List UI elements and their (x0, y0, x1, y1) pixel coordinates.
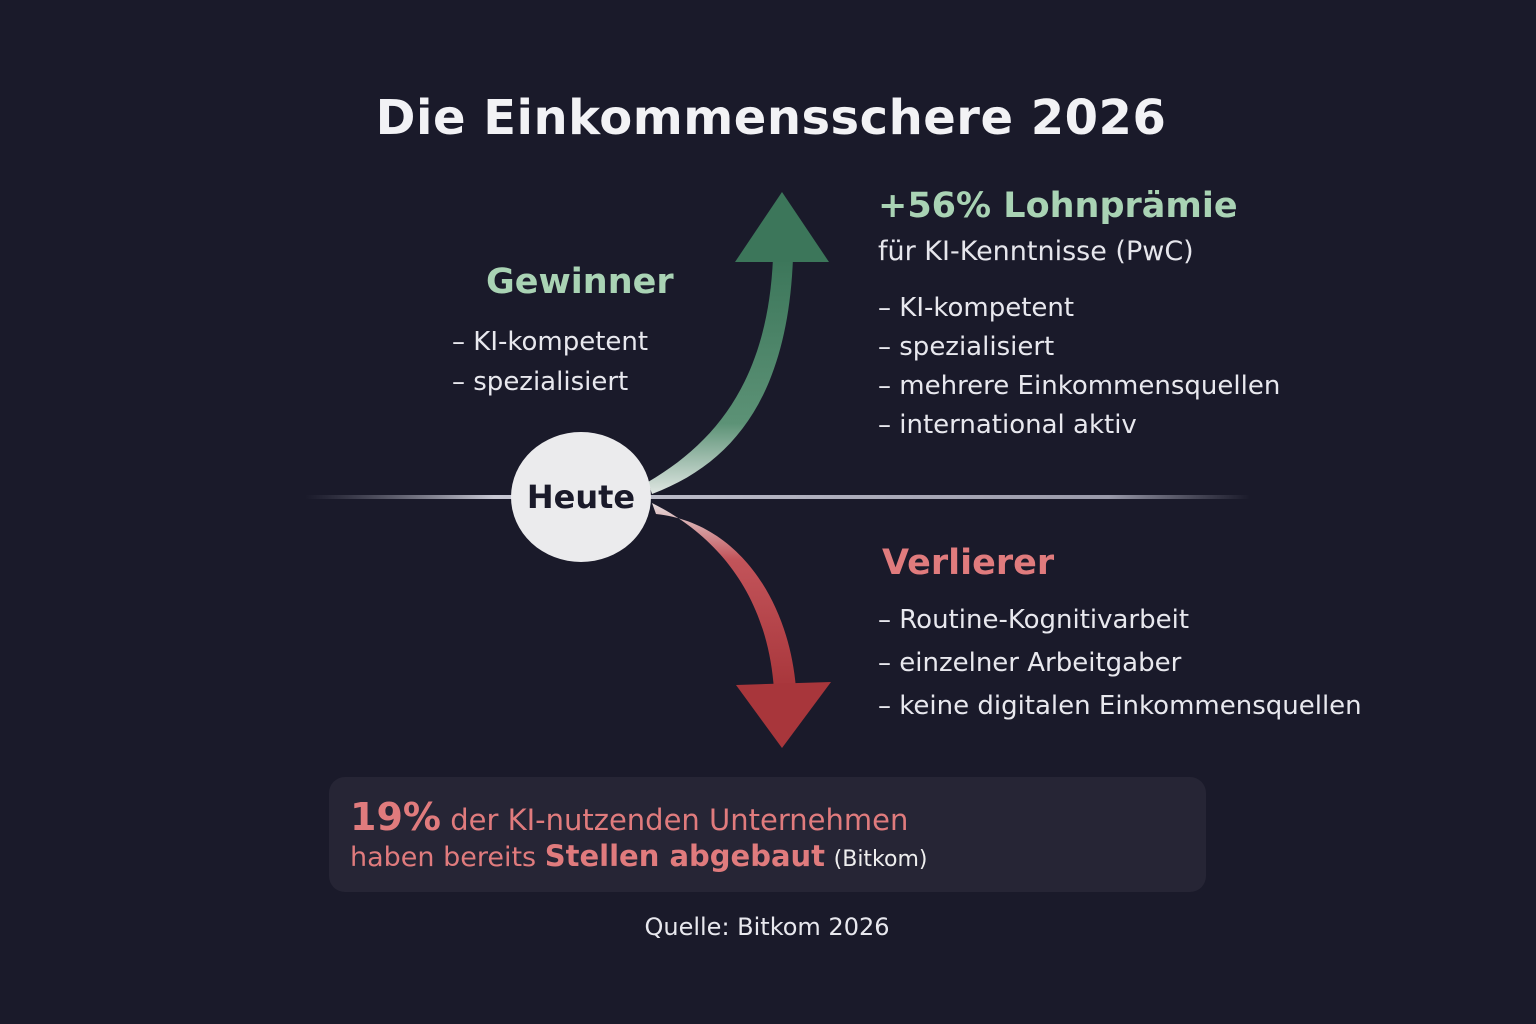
list-item: einzelner Arbeitgaber (878, 642, 1362, 685)
premium-list: KI-kompetent spezialisiert mehrere Einko… (878, 289, 1280, 445)
callout-text: haben bereits (350, 842, 537, 873)
winners-heading: Gewinner (486, 262, 674, 302)
list-item: keine digitalen Einkommensquellen (878, 685, 1361, 728)
loser-arrow (652, 503, 831, 748)
callout-text: der KI-nutzenden Unternehmen (450, 803, 909, 837)
premium-heading: +56% Lohnprämie (878, 186, 1238, 226)
callout-percent: 19% (350, 795, 441, 839)
baseline (305, 495, 1250, 499)
list-item: KI-kompetent (452, 322, 648, 362)
list-item: spezialisiert (878, 328, 1280, 367)
today-node: Heute (511, 432, 651, 562)
winner-arrow (648, 192, 829, 494)
list-item: KI-kompetent (878, 289, 1280, 328)
list-item: Routine-Kognitivarbeit (878, 599, 1362, 642)
premium-subtitle: für KI-Kenntnisse (PwC) (878, 236, 1194, 267)
callout-box: 19% der KI-nutzenden Unternehmen haben b… (329, 777, 1206, 892)
page-title: Die Einkommensschere 2026 (375, 90, 1167, 146)
callout-source: (Bitkom) (833, 847, 928, 872)
source-note: Quelle: Bitkom 2026 (644, 913, 890, 941)
callout-line-1: 19% der KI-nutzenden Unternehmen (350, 795, 908, 839)
callout-emphasis: Stellen abgebaut (544, 839, 826, 873)
list-item: mehrere Einkommensquellen (878, 367, 1280, 406)
callout-line-2: haben bereits Stellen abgebaut (Bitkom) (350, 839, 927, 873)
losers-list: Routine-Kognitivarbeit einzelner Arbeitg… (878, 599, 1362, 728)
winners-list: KI-kompetent spezialisiert (452, 322, 648, 402)
list-item: international aktiv (878, 406, 1280, 445)
list-item: spezialisiert (452, 362, 648, 402)
losers-heading: Verlierer (882, 543, 1055, 583)
